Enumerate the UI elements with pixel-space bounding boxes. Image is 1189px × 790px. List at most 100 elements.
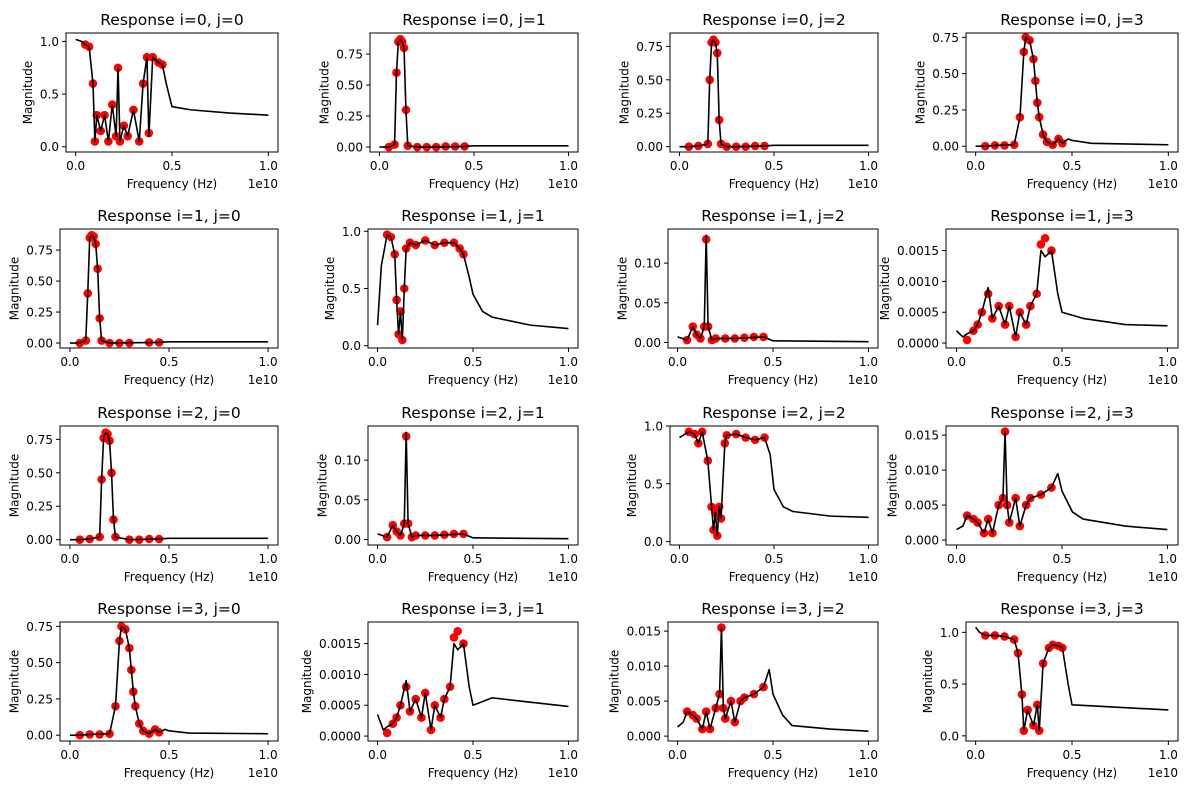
- axes-frame: [965, 621, 1179, 742]
- x-axis-label: Frequency (Hz): [728, 373, 819, 387]
- y-tick-label: 0.75: [336, 48, 363, 62]
- y-tick-label: 0.75: [26, 244, 53, 258]
- y-tick-label: 1.0: [40, 35, 59, 49]
- data-point: [449, 633, 459, 642]
- x-offset-label: 1e10: [848, 766, 878, 780]
- plot-area: [69, 428, 269, 544]
- x-tick-label: 0.5: [463, 748, 482, 762]
- axes-frame: [669, 32, 879, 153]
- axes-frame: [965, 32, 1179, 153]
- x-axis-label: Frequency (Hz): [1017, 373, 1108, 387]
- x-axis-label: Frequency (Hz): [124, 570, 215, 584]
- y-tick-label: 0.5: [40, 88, 59, 102]
- subplot: 0.0 0.5 1.0 0.00 0.05 0.10 Response i=1, j=2 Fr…: [615, 207, 879, 387]
- y-tick-label: 0.50: [26, 656, 53, 670]
- y-tick-label: 0.010: [905, 464, 939, 478]
- y-tick-label: 0.25: [26, 306, 53, 320]
- y-tick-label: 0.0: [342, 339, 361, 353]
- chart-title: Response i=3, j=2: [701, 600, 845, 618]
- x-offset-label: 1e10: [848, 373, 878, 387]
- y-tick-label: 0.0000: [897, 337, 939, 351]
- y-tick-label: 0.0: [644, 535, 663, 549]
- x-offset-label: 1e10: [548, 177, 578, 191]
- x-tick-label: 0.0: [966, 159, 985, 173]
- y-axis-label: Magnitude: [21, 61, 35, 125]
- x-axis-label: Frequency (Hz): [124, 373, 215, 387]
- y-tick-label: 0.0000: [319, 730, 361, 744]
- y-axis-label: Magnitude: [608, 650, 622, 714]
- axes-frame: [59, 425, 279, 546]
- plot-area: [677, 234, 869, 345]
- y-tick-label: 0.015: [627, 625, 661, 639]
- chart-title: Response i=2, j=2: [702, 404, 846, 422]
- x-tick-label: 1.0: [1159, 748, 1178, 762]
- x-tick-label: 1.0: [559, 748, 578, 762]
- y-tick-label: 0.0010: [897, 275, 939, 289]
- y-tick-label: 0.50: [636, 73, 663, 87]
- x-offset-label: 1e10: [248, 177, 278, 191]
- x-tick-label: 0.5: [162, 159, 181, 173]
- y-tick-label: 0.00: [26, 729, 53, 743]
- x-tick-label: 1.0: [1158, 552, 1177, 566]
- data-line: [69, 431, 269, 541]
- y-tick-label: 0.75: [26, 620, 53, 634]
- chart-title: Response i=1, j=3: [990, 207, 1134, 225]
- y-tick-label: 0.50: [26, 466, 53, 480]
- y-tick-label: 0.05: [334, 493, 361, 507]
- subplot: 0.0 0.5 1.0 0.0 0.5 1.0 Response i=2, j=2 Frequ…: [625, 404, 879, 584]
- y-tick-label: 0.000: [905, 534, 939, 548]
- x-offset-label: 1e10: [248, 373, 278, 387]
- y-tick-label: 0.005: [627, 695, 661, 709]
- y-tick-label: 0.25: [636, 107, 663, 121]
- y-axis-label: Magnitude: [315, 454, 329, 518]
- x-tick-label: 1.0: [859, 552, 878, 566]
- x-tick-label: 1.0: [1159, 159, 1178, 173]
- data-line: [679, 430, 869, 537]
- x-tick-label: 1.0: [859, 159, 878, 173]
- x-tick-label: 1.0: [559, 552, 578, 566]
- x-tick-label: 0.0: [947, 355, 966, 369]
- plot-area: [677, 623, 869, 734]
- y-tick-label: 0.5: [940, 678, 959, 692]
- y-tick-label: 1.0: [342, 225, 361, 239]
- chart-title: Response i=3, j=1: [401, 600, 545, 618]
- subplot: 0.0 0.5 1.0 0.0000 0.0005 0.0010 0.0015 Respons…: [300, 600, 579, 780]
- y-axis-label: Magnitude: [625, 454, 639, 518]
- subplot: 0.0 0.5 1.0 0.000 0.005 0.010 0.015 Response i=…: [608, 600, 879, 780]
- chart-title: Response i=0, j=0: [100, 11, 244, 29]
- y-tick-label: 0.0015: [319, 637, 361, 651]
- subplot: 0.0 0.5 1.0 0.0 0.5 1.0 Response i=1, j=1 Frequ…: [323, 207, 579, 387]
- y-tick-label: 0.0010: [319, 668, 361, 682]
- subplot: 0.0 0.5 1.0 0.0 0.5 1.0 Response i=0, j=0 Frequ…: [21, 11, 279, 191]
- x-tick-label: 0.0: [370, 159, 389, 173]
- x-tick-label: 0.0: [368, 552, 387, 566]
- x-tick-label: 0.5: [159, 355, 178, 369]
- y-tick-label: 0.00: [634, 336, 661, 350]
- x-axis-label: Frequency (Hz): [428, 570, 519, 584]
- y-tick-label: 0.5: [342, 282, 361, 296]
- x-offset-label: 1e10: [248, 766, 278, 780]
- y-tick-label: 0.75: [26, 433, 53, 447]
- data-line: [975, 36, 1169, 147]
- x-tick-label: 0.5: [1062, 748, 1081, 762]
- chart-title: Response i=3, j=0: [97, 600, 241, 618]
- subplot: 0.0 0.5 1.0 0.0000 0.0005 0.0010 0.0015 Respons…: [878, 207, 1179, 387]
- y-tick-label: 0.05: [634, 296, 661, 310]
- x-tick-label: 0.0: [60, 552, 79, 566]
- data-point: [1036, 240, 1046, 249]
- x-tick-label: 0.0: [668, 748, 687, 762]
- plot-area: [679, 35, 869, 151]
- axes-frame: [945, 228, 1179, 349]
- y-tick-label: 0.00: [932, 140, 959, 154]
- axes-frame: [65, 32, 279, 153]
- y-tick-label: 0.5: [644, 477, 663, 491]
- axes-frame: [667, 228, 879, 349]
- x-tick-label: 0.0: [670, 159, 689, 173]
- x-offset-label: 1e10: [848, 570, 878, 584]
- x-axis-label: Frequency (Hz): [728, 766, 819, 780]
- x-tick-label: 1.0: [259, 748, 278, 762]
- x-axis-label: Frequency (Hz): [429, 177, 520, 191]
- x-axis-label: Frequency (Hz): [127, 177, 218, 191]
- plot-area: [69, 230, 269, 348]
- x-tick-label: 0.5: [464, 159, 483, 173]
